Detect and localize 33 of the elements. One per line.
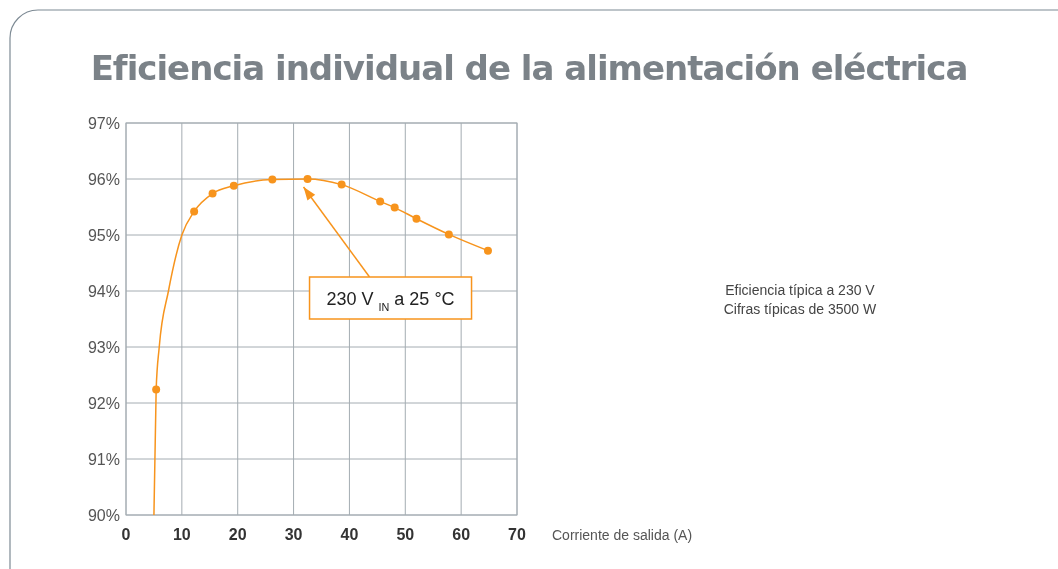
y-tick-label: 95% xyxy=(87,227,120,244)
point xyxy=(337,180,346,189)
point xyxy=(303,175,312,183)
y-tick-label: 91% xyxy=(87,451,120,468)
x-tick-label: 10 xyxy=(172,526,191,543)
x-tick-label: 60 xyxy=(452,526,471,543)
x-tick-label: 70 xyxy=(508,526,526,543)
x-tick-label: 0 xyxy=(121,526,131,543)
y-tick-label: 96% xyxy=(87,171,120,188)
point xyxy=(483,246,492,255)
point xyxy=(444,230,453,239)
point xyxy=(412,214,421,223)
x-tick-label: 30 xyxy=(284,526,303,543)
point xyxy=(229,181,238,190)
x-tick-label: 20 xyxy=(228,526,247,543)
point xyxy=(390,203,399,212)
text: Cifras típicas de 3500 W xyxy=(723,301,878,317)
annotation: 230 V $_{IN}$ a 25 °C xyxy=(326,289,455,313)
point xyxy=(208,189,217,198)
x-axis-title: Corriente de salida (A) xyxy=(552,527,693,543)
point xyxy=(376,197,385,206)
text: Eficiencia típica a 230 V xyxy=(725,282,876,298)
y-tick-label: 94% xyxy=(87,283,120,300)
point xyxy=(268,175,277,184)
y-tick-label: 90% xyxy=(87,507,120,524)
y-tick-label: 97% xyxy=(87,115,120,132)
y-tick-label: 93% xyxy=(87,339,120,356)
x-tick-label: 40 xyxy=(340,526,359,543)
y-tick-label: 92% xyxy=(87,395,120,412)
point xyxy=(190,207,199,216)
chart-title: Eficiencia individual de la alimentación eléctrica xyxy=(90,48,968,88)
point xyxy=(152,385,161,394)
x-tick-label: 50 xyxy=(396,526,415,543)
